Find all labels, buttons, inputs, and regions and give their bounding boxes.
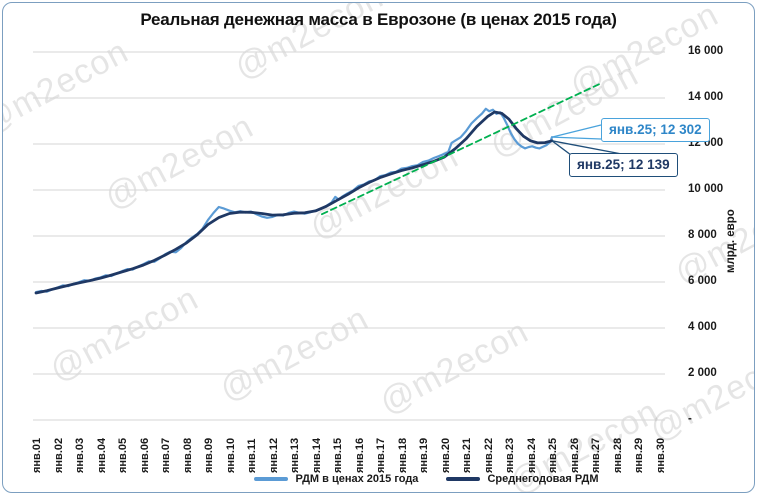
x-tick-label: янв.12: [267, 437, 280, 473]
x-tick-label: янв.24: [525, 437, 538, 473]
legend-label: РДМ в ценах 2015 года: [295, 473, 419, 485]
y-tick-label: 4 000: [688, 321, 717, 333]
legend-label: Среднегодовая РДМ: [487, 473, 599, 485]
x-tick-label: янв.14: [310, 437, 323, 473]
y-tick-label: 2 000: [688, 367, 717, 379]
y-tick-label: 6 000: [688, 275, 717, 287]
y-tick-label: 8 000: [688, 229, 717, 241]
callout-leader-line: [551, 136, 602, 140]
x-tick-label: янв.30: [654, 437, 667, 473]
legend-item: РДМ в ценах 2015 года: [254, 473, 418, 485]
callout-leader-line: [551, 124, 602, 138]
x-tick-label: янв.01: [31, 437, 43, 473]
x-tick-label: янв.17: [375, 437, 387, 473]
x-tick-label: янв.23: [504, 437, 516, 473]
y-tick-label: 16 000: [688, 45, 724, 57]
y-tick-label: 10 000: [688, 183, 724, 195]
x-tick-label: янв.18: [396, 437, 409, 473]
x-tick-label: янв.11: [246, 438, 258, 473]
x-tick-label: янв.27: [590, 437, 602, 473]
legend-line-swatch-icon: [446, 477, 481, 481]
x-tick-label: янв.21: [461, 437, 473, 473]
series-line: [34, 107, 554, 294]
x-tick-label: янв.09: [203, 437, 215, 473]
x-tick-label: янв.02: [52, 437, 65, 473]
annotation-callout-average: янв.25; 12 139: [569, 153, 678, 177]
x-tick-label: янв.08: [181, 437, 194, 473]
legend: РДМ в ценах 2015 года Среднегодовая РДМ: [99, 473, 754, 485]
callout-leader-line: [551, 140, 572, 156]
callout-leader-line: [551, 140, 628, 156]
legend-item: Среднегодовая РДМ: [446, 473, 599, 485]
x-tick-label: янв.22: [482, 437, 495, 473]
x-tick-label: янв.10: [224, 437, 237, 473]
series-trend: [321, 82, 603, 216]
x-tick-label: янв.28: [611, 437, 624, 473]
y-tick-label: -: [688, 413, 692, 425]
plot-area: [33, 51, 665, 421]
chart-title: Реальная денежная масса в Еврозоне (в це…: [140, 10, 617, 29]
x-tick-label: янв.25: [547, 437, 559, 473]
y-tick-label: 14 000: [688, 91, 724, 103]
x-tick-label: янв.15: [332, 437, 344, 473]
x-tick-label: янв.19: [418, 437, 430, 473]
annotation-callout-monthly: янв.25; 12 302: [601, 118, 710, 142]
x-tick-label: янв.16: [353, 437, 366, 473]
x-tick-label: янв.04: [95, 437, 108, 473]
legend-line-swatch-icon: [254, 477, 289, 481]
series-line: [34, 110, 554, 295]
x-tick-label: янв.05: [117, 437, 129, 473]
x-tick-label: янв.07: [160, 437, 172, 473]
x-tick-label: янв.13: [289, 437, 301, 473]
x-tick-label: янв.06: [138, 437, 151, 473]
x-tick-label: янв.26: [568, 437, 581, 473]
x-tick-label: янв.29: [633, 437, 645, 473]
x-tick-label: янв.20: [439, 437, 452, 473]
y-axis-title: млрд. евро: [725, 209, 737, 273]
x-tick-label: янв.03: [74, 437, 86, 473]
